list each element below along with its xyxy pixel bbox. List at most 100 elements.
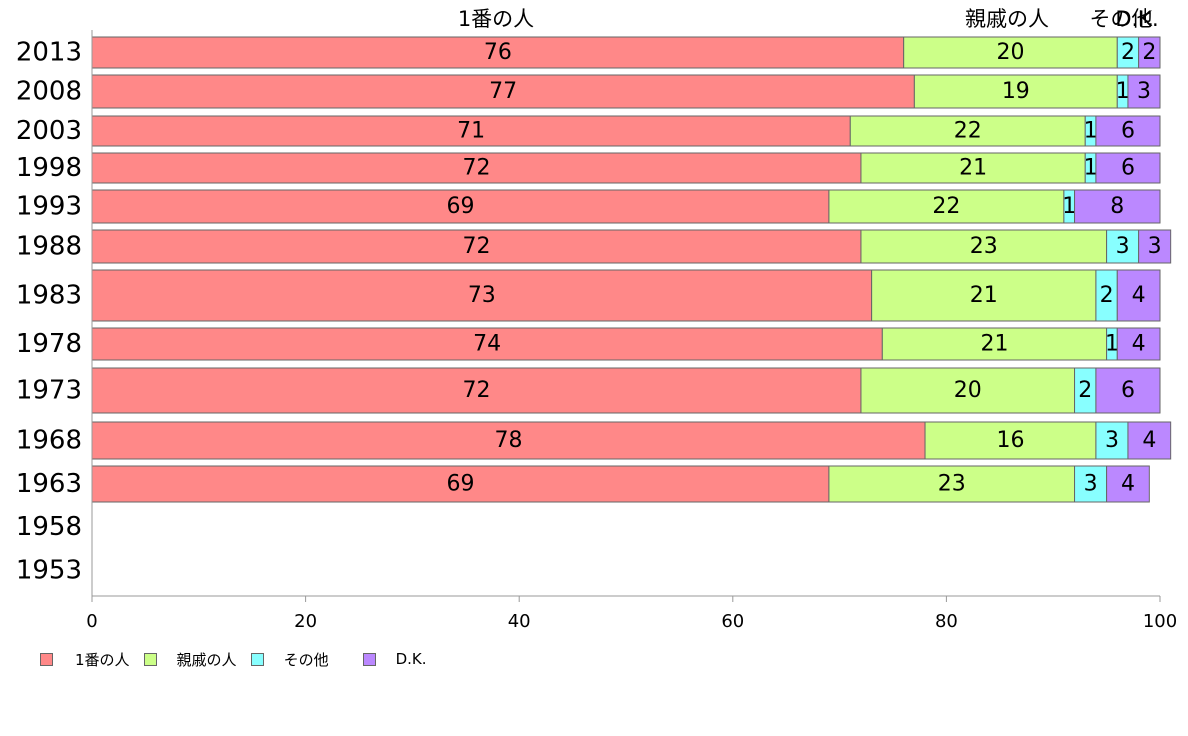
- x-tick-label: 100: [1143, 611, 1177, 632]
- legend-label: 1番の人: [75, 650, 130, 669]
- x-tick-label: 20: [294, 611, 317, 632]
- legend-item-series-4: D.K.: [362, 650, 427, 668]
- bar-segment: [91, 367, 862, 414]
- legend-label: その他: [283, 650, 329, 669]
- data-label: 20: [996, 40, 1024, 65]
- data-label: 1: [1084, 156, 1098, 181]
- bar-segment: [1106, 465, 1150, 503]
- bar-segment: [91, 152, 862, 184]
- legend-item-series-3: その他: [250, 649, 329, 670]
- data-label: 4: [1142, 428, 1156, 453]
- data-label: 1: [1105, 332, 1119, 357]
- x-tick-label: 0: [86, 611, 97, 632]
- category-label: 1993: [16, 192, 82, 222]
- x-tick-label: 80: [935, 611, 958, 632]
- legend-swatch: [40, 652, 53, 666]
- data-label: 78: [495, 428, 523, 453]
- data-label: 2: [1078, 378, 1092, 403]
- bar-segment: [849, 115, 1086, 147]
- data-label: 8: [1110, 194, 1124, 219]
- legend-swatch: [250, 652, 264, 666]
- bar-segment: [860, 367, 1076, 414]
- data-label: 72: [462, 156, 490, 181]
- bar-segment: [860, 152, 1086, 184]
- x-tick-label: 60: [721, 611, 744, 632]
- data-label: 72: [462, 234, 490, 259]
- data-label: 1: [1116, 79, 1130, 104]
- data-label: 22: [932, 194, 960, 219]
- bar-segment: [1106, 229, 1140, 264]
- category-label: 2013: [16, 38, 82, 68]
- bar-segment: [91, 269, 873, 322]
- top-series-label: 親戚の人: [965, 7, 1049, 31]
- data-label: 73: [468, 283, 496, 308]
- category-label: 2003: [16, 116, 82, 146]
- data-label: 3: [1084, 472, 1098, 497]
- bar-segment: [913, 74, 1118, 109]
- bar-segment: [91, 229, 862, 264]
- bar-segment: [1095, 152, 1161, 184]
- top-series-label: 1番の人: [458, 7, 534, 31]
- data-label: 20: [954, 378, 982, 403]
- data-label: 6: [1121, 119, 1135, 144]
- x-tick-label: 40: [508, 611, 531, 632]
- data-label: 69: [446, 472, 474, 497]
- legend-label: 親戚の人: [176, 650, 237, 669]
- bar-segment: [1116, 327, 1161, 361]
- data-label: 4: [1132, 332, 1146, 357]
- bar-segment: [1116, 269, 1161, 322]
- legend: 1番の人 親戚の人 その他 D.K.: [40, 648, 441, 670]
- bar-segment: [91, 115, 851, 147]
- data-label: 1: [1062, 194, 1076, 219]
- category-label: 1983: [16, 281, 82, 311]
- data-label: 6: [1121, 378, 1135, 403]
- data-label: 69: [446, 194, 474, 219]
- bar-segment: [828, 465, 1076, 503]
- bar-segment: [903, 36, 1118, 69]
- data-label: 22: [954, 119, 982, 144]
- data-label: 3: [1137, 79, 1151, 104]
- data-label: 3: [1105, 428, 1119, 453]
- stacked-bar-chart: 1番の人 親戚の人 その他D.K.2013200820031998199319881…: [16, 7, 1177, 632]
- data-label: 3: [1148, 234, 1162, 259]
- category-label: 1963: [16, 469, 82, 499]
- data-label: 2: [1121, 40, 1135, 65]
- top-series-label: その他: [1090, 7, 1153, 31]
- bar-segment: [1095, 115, 1161, 147]
- legend-label: D.K.: [395, 650, 427, 668]
- bar-segment: [91, 36, 905, 69]
- category-label: 1998: [16, 153, 82, 183]
- bar-segment: [1074, 189, 1161, 224]
- legend-swatch: [143, 652, 157, 666]
- data-label: 4: [1121, 472, 1135, 497]
- data-label: 76: [484, 40, 512, 65]
- bar-segment: [91, 421, 926, 460]
- bar-segment: [1138, 229, 1172, 264]
- legend-item-series-1: 1番の人: [40, 649, 130, 670]
- legend-item-series-2: 親戚の人: [143, 649, 237, 670]
- data-label: 6: [1121, 156, 1135, 181]
- data-label: 77: [489, 79, 517, 104]
- data-label: 21: [980, 332, 1008, 357]
- category-label: 1978: [16, 329, 82, 359]
- bar-segment: [1127, 421, 1172, 460]
- data-label: 1: [1084, 119, 1098, 144]
- data-label: 16: [996, 428, 1024, 453]
- bar-segment: [91, 74, 915, 109]
- bar-segment: [871, 269, 1097, 322]
- category-label: 1988: [16, 232, 82, 262]
- category-label: 1968: [16, 426, 82, 456]
- data-label: 19: [1002, 79, 1030, 104]
- category-label: 1958: [16, 512, 82, 542]
- legend-swatch: [362, 652, 376, 666]
- data-label: 21: [970, 283, 998, 308]
- data-label: 4: [1132, 283, 1146, 308]
- bar-segment: [1074, 465, 1108, 503]
- category-label: 1973: [16, 376, 82, 406]
- data-label: 72: [462, 378, 490, 403]
- category-label: 2008: [16, 77, 82, 107]
- bar-segment: [1095, 367, 1161, 414]
- top-series-label: D.K.: [1115, 7, 1158, 31]
- bar-segment: [881, 327, 1108, 361]
- data-label: 71: [457, 119, 485, 144]
